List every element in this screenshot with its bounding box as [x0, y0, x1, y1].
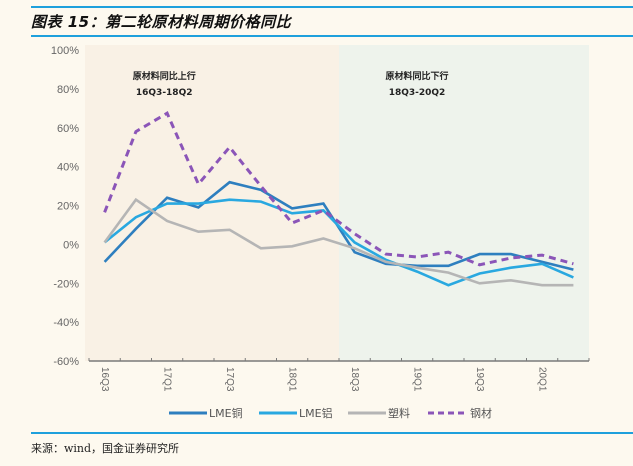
x-tick-label: 20Q1: [536, 367, 547, 392]
x-tick-label: 17Q3: [224, 367, 235, 392]
legend-label-plastic: 塑料: [388, 406, 410, 420]
y-tick-label: 20%: [57, 201, 79, 213]
y-tick-label: 40%: [57, 162, 79, 174]
y-tick-label: -20%: [53, 278, 79, 290]
x-tick-label: 17Q1: [161, 367, 172, 392]
series-line-aluminum: [103, 198, 574, 287]
series-line-plastic: [103, 197, 574, 287]
chart-title: 图表 15：第二轮原材料周期价格同比: [31, 13, 292, 31]
legend-label-aluminum: LME铝: [299, 406, 333, 420]
source-rule: [31, 432, 633, 434]
y-tick-label: 60%: [57, 123, 79, 135]
x-tick-label: 16Q3: [99, 367, 110, 392]
series-line-steel: [103, 111, 574, 267]
shaded-regions: 原材料同比上行 16Q3-18Q2 原材料同比下行 18Q3-20Q2: [85, 45, 589, 361]
y-tick-label: -40%: [53, 317, 79, 329]
x-axis: 16Q3 17Q1 17Q3 18Q1 18Q3 19Q1 19Q3 20Q1: [88, 358, 590, 392]
series-lines: [103, 111, 574, 287]
legend-label-steel: 钢材: [470, 406, 492, 420]
y-axis: 100% 80% 60% 40% 20% 0% -20% -40% -60%: [51, 45, 79, 368]
region-period-down: 18Q3-20Q2: [389, 88, 446, 98]
region-background-down: [339, 45, 589, 361]
region-period-up: 16Q3-18Q2: [136, 88, 193, 98]
x-tick-label: 19Q1: [411, 367, 422, 392]
y-tick-label: -60%: [53, 356, 79, 368]
region-label-down: 原材料同比下行: [385, 70, 448, 82]
x-tick-label: 19Q3: [474, 367, 485, 392]
legend-label-copper: LME铜: [209, 406, 243, 420]
y-tick-label: 80%: [57, 84, 79, 96]
source-note: 来源：wind，国金证券研究所: [31, 442, 180, 455]
region-label-up: 原材料同比上行: [133, 70, 196, 82]
x-tick-label: 18Q3: [349, 367, 360, 392]
x-tick-label: 18Q1: [286, 367, 297, 392]
y-tick-label: 100%: [51, 45, 79, 57]
title-top-rule: [31, 6, 633, 8]
legend: LME铜 LME铝 塑料 钢材: [169, 406, 492, 420]
line-chart: 原材料同比上行 16Q3-18Q2 原材料同比下行 18Q3-20Q2 100% 80%…: [51, 45, 590, 420]
y-tick-label: 0%: [63, 239, 79, 251]
title-bottom-rule: [31, 35, 633, 37]
